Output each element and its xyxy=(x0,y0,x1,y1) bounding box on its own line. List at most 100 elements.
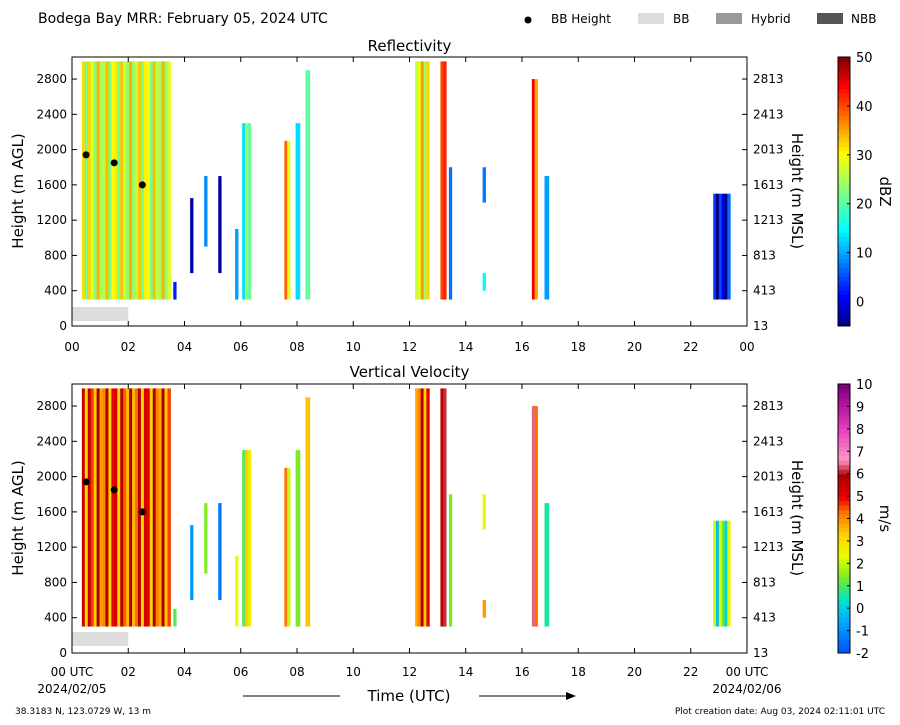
colorbar-step xyxy=(838,128,850,134)
colorbar-step xyxy=(838,272,850,278)
bb-type-bar xyxy=(72,632,129,646)
precip-cell xyxy=(423,61,427,300)
colorbar-step xyxy=(838,487,850,493)
x-tick-label-04-2: 04 xyxy=(177,340,192,354)
colorbar-step xyxy=(838,585,850,591)
y-tick-right-label-2413: 2413 xyxy=(753,107,784,121)
x-tick-label-12-6: 12 xyxy=(402,340,417,354)
colorbar-step xyxy=(838,249,850,255)
precip-cell xyxy=(84,388,89,627)
precip-cell xyxy=(158,388,163,627)
precip-cell xyxy=(482,167,486,203)
location-label: 38.3183 N, 123.0729 W, 13 m xyxy=(15,707,151,717)
colorbar-frame xyxy=(837,56,851,327)
precip-cell xyxy=(152,61,157,300)
precip-cell xyxy=(284,140,288,300)
colorbar-step xyxy=(838,321,850,327)
plot-area xyxy=(72,384,747,653)
x-tick-label-00-0: 00 xyxy=(64,340,79,354)
colorbar-step xyxy=(838,612,850,618)
colorbar-step xyxy=(838,200,850,206)
precip-cell xyxy=(443,388,447,627)
precip-cell xyxy=(218,503,222,601)
colorbar-step xyxy=(838,545,850,551)
x-tick-label-00-UTC-0: 00 UTC xyxy=(51,665,94,679)
colorbar-step xyxy=(838,204,850,210)
legend-label-bb-height: BB Height xyxy=(551,12,611,26)
precip-cell xyxy=(242,450,246,627)
x-tick-label-20-10: 20 xyxy=(627,665,642,679)
precip-cell xyxy=(81,61,86,300)
precip-cell xyxy=(120,61,124,300)
precip-cell xyxy=(126,61,130,300)
creation-date-label: Plot creation date: Aug 03, 2024 02:11:0… xyxy=(675,707,885,717)
precip-cell xyxy=(417,388,422,627)
colorbar-step xyxy=(838,83,850,89)
bb-height-point xyxy=(138,508,146,516)
y-tick-label-2800: 2800 xyxy=(36,399,67,413)
y-tick-right-label-1213: 1213 xyxy=(753,540,784,554)
y-tick-right-label-2013: 2013 xyxy=(753,143,784,157)
colorbar-step xyxy=(838,133,850,139)
x-tick-label-10-5: 10 xyxy=(346,665,361,679)
colorbar-step xyxy=(838,563,850,569)
colorbar-step xyxy=(838,388,850,394)
colorbar-step xyxy=(838,124,850,130)
precip-cell xyxy=(117,61,121,300)
colorbar-step xyxy=(838,182,850,188)
precip-cell xyxy=(218,176,222,274)
precip-cell xyxy=(96,388,101,627)
panel-title: Reflectivity xyxy=(368,37,452,55)
x-tick-label-10-5: 10 xyxy=(346,340,361,354)
colorbar-step xyxy=(838,482,850,488)
bb-height-point xyxy=(138,181,146,189)
colorbar-step xyxy=(838,155,850,161)
precip-cell xyxy=(87,388,92,627)
precip-cell xyxy=(87,61,92,300)
precip-cell xyxy=(727,193,731,300)
colorbar-step xyxy=(838,446,850,452)
colorbar-tick-label-30: 30 xyxy=(856,149,873,164)
colorbar-step xyxy=(838,285,850,291)
precip-cell xyxy=(295,123,301,300)
precip-cell xyxy=(721,193,725,300)
colorbar-step xyxy=(838,518,850,524)
precip-cell xyxy=(724,193,728,300)
colorbar-step xyxy=(838,245,850,251)
colorbar-step xyxy=(838,500,850,506)
precip-cell xyxy=(152,388,157,627)
y-axis-label-right: Height (m MSL) xyxy=(788,460,806,576)
colorbar-step xyxy=(838,74,850,80)
y-tick-right-label-2813: 2813 xyxy=(753,399,784,413)
bb-height-point xyxy=(82,478,90,486)
precip-cell xyxy=(713,193,717,300)
precip-cell xyxy=(295,450,301,627)
precip-cell xyxy=(448,167,453,300)
precip-cell xyxy=(716,193,720,300)
precip-cell xyxy=(164,388,168,627)
precip-cell xyxy=(140,61,145,300)
precip-cell xyxy=(284,467,288,627)
colorbar-step xyxy=(838,639,850,645)
colorbar-tick-label-20: 20 xyxy=(856,198,873,213)
precip-cell xyxy=(155,61,160,300)
precip-cell xyxy=(102,388,106,627)
x-tick-label-16-8: 16 xyxy=(514,665,529,679)
colorbar-step xyxy=(838,536,850,542)
time-arrow-head xyxy=(566,692,576,700)
y-tick-right-label-413: 413 xyxy=(753,611,776,625)
y-axis-label: Height (m AGL) xyxy=(9,460,27,575)
bb-type-bar xyxy=(72,307,129,321)
precip-cell xyxy=(482,273,486,291)
colorbar-step xyxy=(838,464,850,470)
colorbar-step xyxy=(838,263,850,269)
precip-cell xyxy=(440,388,444,627)
precip-cell xyxy=(244,123,249,300)
precip-cell xyxy=(534,79,538,300)
precip-cell xyxy=(129,61,133,300)
precip-cell xyxy=(93,61,98,300)
colorbar-step xyxy=(838,169,850,175)
colorbar-step xyxy=(838,473,850,479)
colorbar-step xyxy=(838,581,850,587)
colorbar-step xyxy=(838,209,850,215)
